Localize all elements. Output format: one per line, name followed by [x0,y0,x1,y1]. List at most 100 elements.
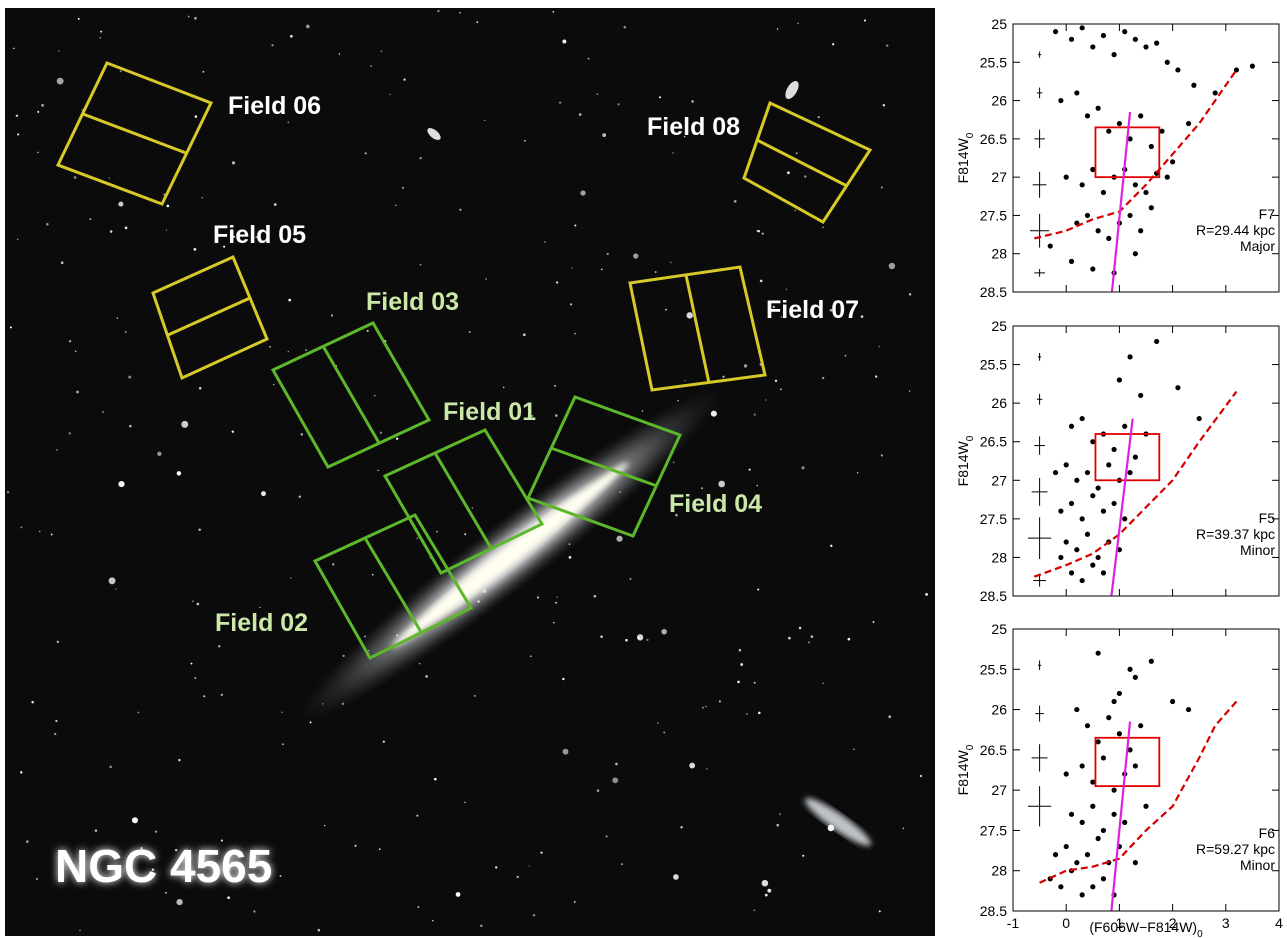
point [1063,462,1069,468]
star [273,203,277,206]
star [115,588,117,590]
star [672,461,675,464]
point [1095,485,1101,491]
star [829,308,833,312]
star [880,186,883,189]
point [1143,44,1149,50]
star [738,649,742,652]
star [332,563,335,566]
point [1084,723,1091,729]
star [403,78,406,81]
star [600,635,603,639]
y-tick-label: 27 [991,782,1007,798]
y-tick-label: 25.5 [980,661,1007,677]
point [1159,128,1165,134]
point [1068,500,1075,507]
point [1090,44,1096,50]
plot-area [1013,326,1279,596]
point [1127,666,1133,672]
plot-frame [1012,325,1280,597]
star [396,634,399,637]
x-tick-label: 3 [1222,915,1230,931]
plot-frame [1012,628,1280,912]
sky-background [5,8,935,936]
star [432,919,434,922]
star [401,186,405,189]
plot-clip [1027,338,1238,597]
star [689,762,696,769]
star [801,466,805,470]
star [290,577,292,579]
star [416,814,419,817]
star [878,910,881,913]
star [765,399,767,401]
point [1047,243,1053,249]
star [516,875,519,879]
star [657,722,659,724]
selection-box [1094,433,1161,482]
star [756,484,759,487]
star [118,201,124,207]
point [1138,392,1144,399]
sky-image [5,8,935,936]
point [1164,174,1170,180]
star [196,602,200,606]
y-tick-label: 26.5 [980,131,1007,147]
star [523,139,526,142]
x-axis-label-sub: 0 [1197,929,1203,938]
star [324,824,326,827]
field-box [270,321,432,469]
point [1127,212,1133,219]
star [882,104,886,107]
star [370,65,372,67]
y-tick-label: 25 [991,16,1007,32]
star [35,877,39,881]
star [909,293,912,296]
star [573,900,576,903]
point [1052,29,1059,35]
star [119,70,122,73]
point [1175,67,1181,73]
star [797,22,800,25]
star [759,279,763,283]
star [503,386,505,389]
star [287,350,289,353]
star [780,316,783,318]
star [804,175,807,178]
star [530,655,532,658]
star [108,577,116,585]
plot-area [1013,629,1279,911]
star [578,113,582,116]
star [474,695,476,697]
star [151,868,155,871]
star [181,420,189,428]
star [37,110,40,113]
star [176,898,183,906]
star [13,47,15,50]
star [218,645,221,648]
star [193,248,197,251]
point [1068,570,1075,576]
star [166,204,170,208]
star [174,848,178,852]
star [137,711,140,714]
x-tick-label: 4 [1275,915,1283,931]
point [1090,562,1096,568]
point [1100,876,1107,882]
star [605,835,608,838]
star [433,777,437,781]
field-label: Field 08 [647,113,740,141]
star [654,271,657,273]
point [1111,698,1117,705]
field-label: Field 02 [215,609,308,637]
star [661,628,667,635]
star [154,830,158,833]
y-tick-label: 25 [991,318,1007,334]
annotation: Major [1240,238,1275,254]
galaxy-small [427,128,441,140]
star [596,93,599,95]
field-label: Field 06 [228,92,321,120]
point [1079,415,1085,422]
point [1079,516,1085,522]
point [1212,90,1218,96]
